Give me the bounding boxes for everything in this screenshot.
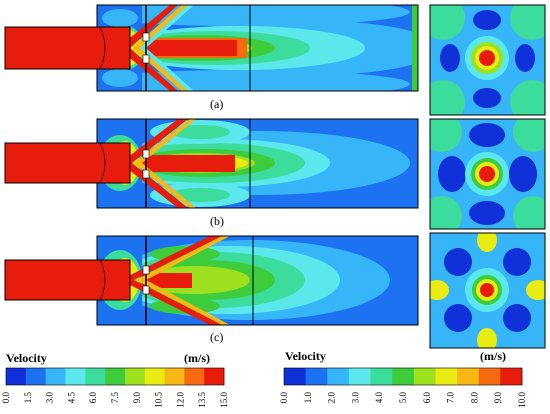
legend-right-tick-label: 1.0 bbox=[303, 392, 313, 404]
legend-right: Velocity (m/s) 0.0 1.0 2.0 3.0 4.0 5.0 6.0 7.0 8… bbox=[279, 349, 527, 408]
legend-left-swatch bbox=[85, 368, 106, 385]
legend-left-swatch bbox=[124, 368, 146, 385]
legend-left-tick-label: 9.0 bbox=[132, 392, 142, 404]
legend-left-unit: (m/s) bbox=[184, 351, 210, 365]
legend-right-tick-label: 10.0 bbox=[517, 392, 527, 408]
legend-left-border bbox=[5, 367, 225, 386]
legend-left-title: Velocity bbox=[6, 351, 47, 365]
legend-left: Velocity (m/s) 0.0 1.5 3.0 4.5 6.0 7.5 9.0 10.5… bbox=[1, 351, 229, 408]
contour-panel-c: (c) bbox=[4, 235, 419, 344]
legend-left-tick-label: 13.5 bbox=[197, 392, 207, 408]
legend-right-swatch bbox=[500, 368, 523, 385]
panel-b-label: (b) bbox=[210, 214, 224, 228]
legend-right-swatch bbox=[284, 368, 306, 385]
cross-section-a bbox=[429, 4, 546, 116]
legend-left-tick-label: 10.5 bbox=[154, 392, 164, 408]
legend-right-swatch bbox=[413, 368, 436, 385]
legend-right-unit: (m/s) bbox=[480, 349, 506, 363]
legend-right-tick-label: 2.0 bbox=[327, 392, 337, 404]
legend-left-swatch bbox=[6, 368, 27, 385]
legend-right-tick-label: 9.0 bbox=[493, 392, 503, 404]
legend-right-swatch bbox=[392, 368, 415, 385]
legend-left-tick-label: 0.0 bbox=[1, 392, 11, 404]
legend-right-tick-label: 5.0 bbox=[398, 392, 408, 404]
legend-right-swatch bbox=[348, 368, 371, 385]
legend-left-swatch bbox=[105, 368, 126, 385]
legend-left-tick-label: 4.5 bbox=[66, 392, 76, 404]
legend-left-swatch bbox=[204, 368, 225, 385]
contour-panel-a: (a) bbox=[4, 4, 419, 111]
legend-right-tick-label: 7.0 bbox=[446, 392, 456, 404]
legend-left-swatch bbox=[144, 368, 165, 385]
legend-right-tick-label: 4.0 bbox=[374, 392, 384, 404]
legend-left-swatch bbox=[164, 368, 185, 385]
legend-left-tick-label: 1.5 bbox=[23, 392, 33, 404]
panel-a-label: (a) bbox=[210, 97, 223, 111]
legend-left-tick-label: 12.0 bbox=[175, 392, 185, 408]
legend-left-tick-label: 6.0 bbox=[88, 392, 98, 404]
legend-right-swatch bbox=[327, 368, 350, 385]
legend-left-tick-label: 15.0 bbox=[219, 392, 229, 408]
legend-right-title: Velocity bbox=[285, 349, 326, 363]
legend-right-tick-label: 3.0 bbox=[350, 392, 360, 404]
legend-right-tick-label: 0.0 bbox=[279, 392, 289, 404]
legend-left-swatch bbox=[65, 368, 86, 385]
legend-left-swatch bbox=[45, 368, 66, 385]
cross-section-c bbox=[429, 232, 546, 349]
legend-right-swatch bbox=[457, 368, 480, 385]
panel-c-label: (c) bbox=[210, 330, 223, 344]
contour-panel-b: (b) bbox=[4, 118, 419, 228]
legend-right-swatch bbox=[478, 368, 501, 385]
legend-right-swatch bbox=[370, 368, 393, 385]
legend-right-swatch bbox=[305, 368, 328, 385]
cross-section-b bbox=[429, 118, 546, 230]
legend-left-tick-label: 3.0 bbox=[45, 392, 55, 404]
legend-right-tick-label: 6.0 bbox=[422, 392, 432, 404]
legend-left-tick-label: 7.5 bbox=[110, 392, 120, 404]
legend-left-swatch bbox=[184, 368, 205, 385]
legend-right-border bbox=[283, 367, 523, 386]
legend-right-tick-label: 8.0 bbox=[469, 392, 479, 404]
legend-right-swatch bbox=[435, 368, 458, 385]
legend-left-swatch bbox=[25, 368, 46, 385]
